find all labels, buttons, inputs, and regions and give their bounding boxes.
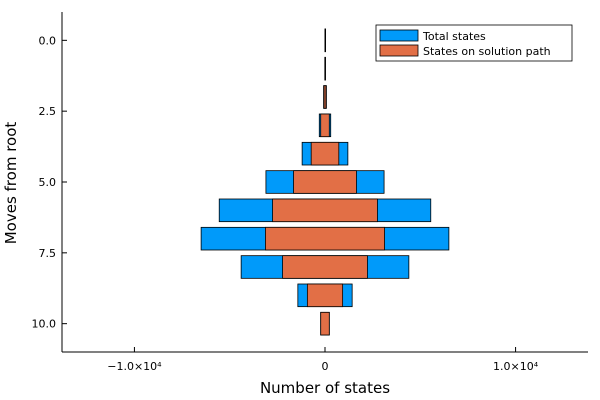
bar-solution-path-move-9	[306, 283, 344, 308]
y-tick-label: 0.0	[39, 34, 57, 47]
solution-path-bars	[265, 28, 385, 336]
bar-solution-path-move-0	[324, 28, 326, 53]
y-tick-label: 5.0	[39, 176, 57, 189]
bar-solution-path-move-3	[320, 113, 330, 138]
y-axis-title: Moves from root	[2, 122, 20, 245]
legend-label-total-states: Total states	[422, 30, 486, 43]
bar-solution-path-move-1	[324, 56, 326, 81]
bar-solution-path-move-4	[310, 141, 340, 166]
bar-solution-path-move-2	[323, 85, 327, 109]
bar-solution-path-move-10	[320, 311, 330, 336]
legend-swatch-total-states	[379, 29, 419, 42]
y-tick-label: 7.5	[39, 247, 57, 260]
x-tick-label: 0	[322, 360, 329, 373]
bar-solution-path-move-6	[272, 198, 378, 223]
bar-solution-path-move-8	[282, 255, 368, 279]
y-tick-label: 10.0	[32, 318, 57, 331]
legend-label-solution-path: States on solution path	[423, 45, 551, 58]
legend: Total states States on solution path	[375, 24, 573, 62]
y-tick-label: 2.5	[39, 105, 57, 118]
bar-solution-path-move-5	[293, 170, 357, 194]
legend-swatch-solution-path	[379, 44, 419, 57]
bar-solution-path-move-7	[265, 226, 385, 251]
x-tick-label: −1.0×10⁴	[107, 360, 162, 373]
x-tick-label: 1.0×10⁴	[493, 360, 539, 373]
x-axis-title: Number of states	[260, 379, 390, 397]
y-axis-ticks: 0.0 2.5 5.0 7.5 10.0	[32, 34, 67, 331]
x-axis-ticks: −1.0×10⁴ 0 1.0×10⁴	[107, 347, 539, 373]
